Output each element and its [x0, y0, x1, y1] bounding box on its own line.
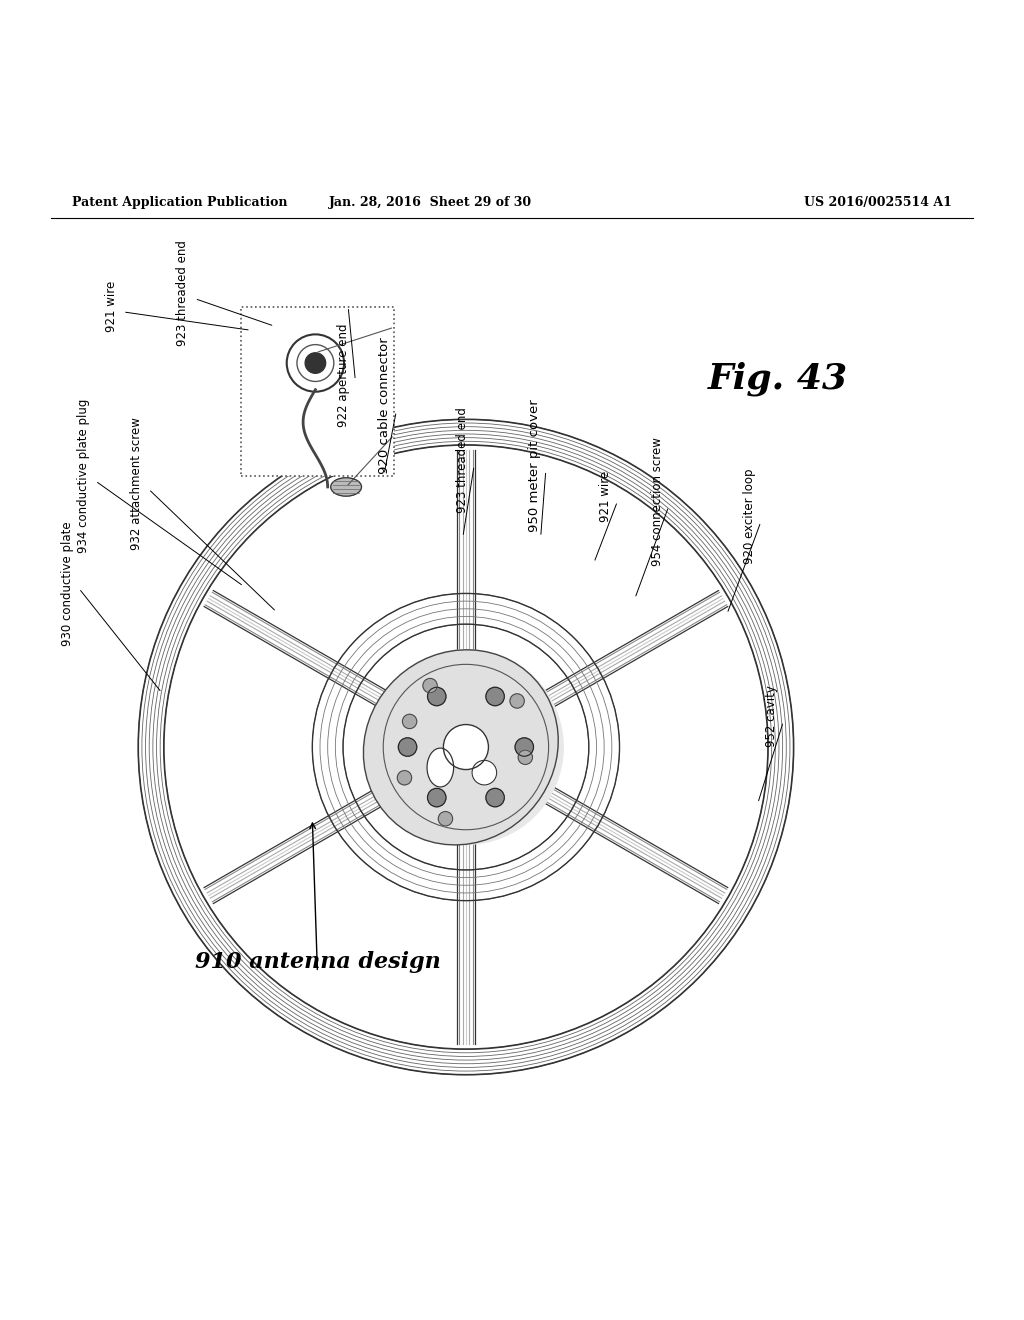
Circle shape	[397, 771, 412, 785]
Text: 950 meter pit cover: 950 meter pit cover	[527, 399, 541, 532]
Text: 954 connection screw: 954 connection screw	[650, 437, 664, 566]
Circle shape	[485, 788, 505, 807]
Ellipse shape	[427, 748, 454, 787]
Text: 921 wire: 921 wire	[104, 281, 118, 333]
Polygon shape	[364, 649, 558, 845]
Text: 934 conductive plate plug: 934 conductive plate plug	[77, 399, 90, 553]
Circle shape	[398, 738, 417, 756]
Circle shape	[402, 714, 417, 729]
Text: 920 cable connector: 920 cable connector	[378, 338, 391, 474]
Text: 921 wire: 921 wire	[599, 470, 612, 521]
Circle shape	[515, 738, 534, 756]
Bar	[241, 306, 394, 475]
Circle shape	[428, 688, 446, 706]
Text: 952 cavity: 952 cavity	[765, 685, 778, 747]
Text: 923 threaded end: 923 threaded end	[456, 408, 469, 513]
Circle shape	[510, 694, 524, 708]
Text: 910 antenna design: 910 antenna design	[195, 952, 440, 973]
Text: Jan. 28, 2016  Sheet 29 of 30: Jan. 28, 2016 Sheet 29 of 30	[329, 197, 531, 209]
Text: 920 exciter loop: 920 exciter loop	[742, 469, 756, 565]
Text: Fig. 43: Fig. 43	[709, 362, 848, 396]
Text: 930 conductive plate: 930 conductive plate	[60, 521, 74, 645]
Text: Patent Application Publication: Patent Application Publication	[72, 197, 287, 209]
Circle shape	[305, 352, 326, 374]
Circle shape	[423, 678, 437, 693]
Text: 922 aperture end: 922 aperture end	[337, 323, 350, 428]
Circle shape	[138, 420, 794, 1074]
Circle shape	[472, 760, 497, 785]
Text: US 2016/0025514 A1: US 2016/0025514 A1	[805, 197, 952, 209]
Text: 932 attachment screw: 932 attachment screw	[130, 417, 143, 550]
Circle shape	[485, 688, 505, 706]
Text: 923 threaded end: 923 threaded end	[176, 240, 189, 346]
Circle shape	[428, 788, 446, 807]
Circle shape	[369, 649, 563, 845]
Circle shape	[443, 725, 488, 770]
Circle shape	[438, 812, 453, 826]
Circle shape	[518, 750, 532, 764]
Ellipse shape	[331, 478, 361, 496]
